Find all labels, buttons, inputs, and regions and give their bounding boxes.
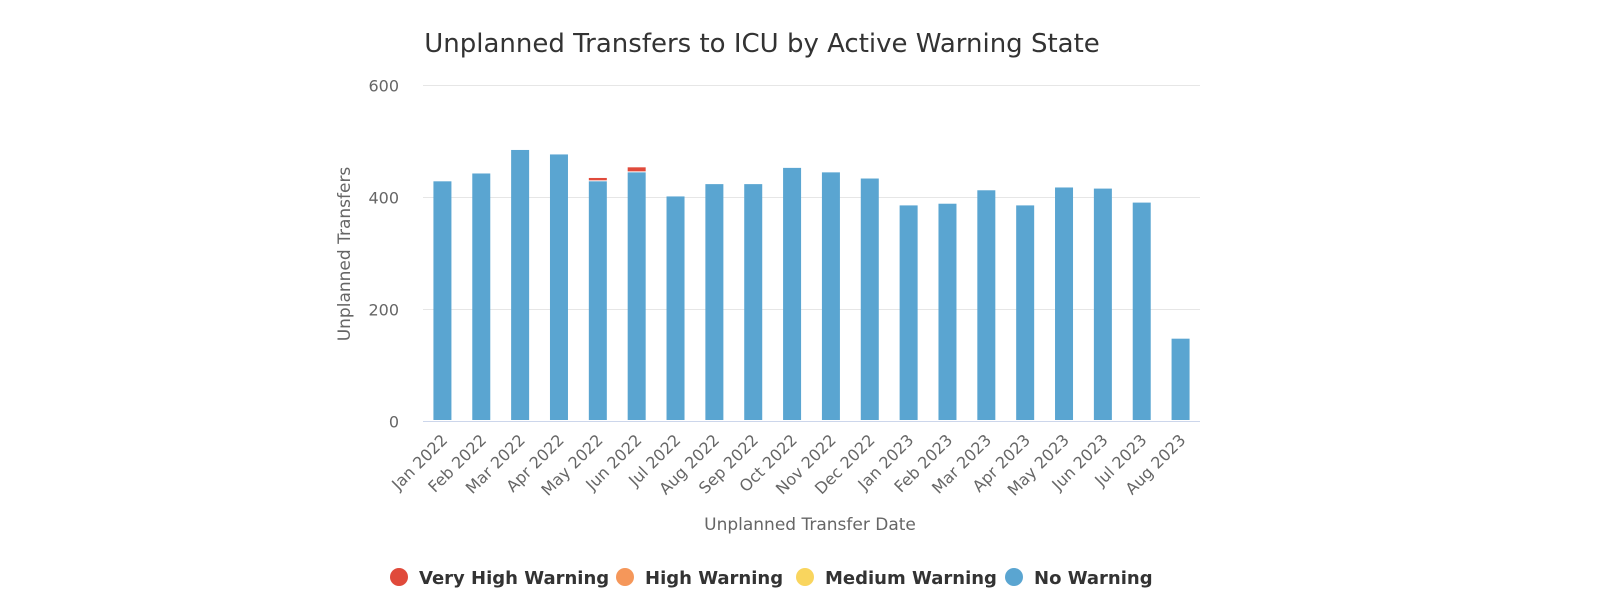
legend-label: Medium Warning	[825, 568, 997, 589]
bar-very-high-warning[interactable]	[627, 167, 646, 172]
bar-no-warning[interactable]	[783, 167, 802, 420]
chart-title: Unplanned Transfers to ICU by Active War…	[424, 29, 1100, 59]
legend-item[interactable]: High Warning	[616, 568, 783, 589]
bar-no-warning[interactable]	[666, 196, 685, 420]
legend-item[interactable]: No Warning	[1005, 568, 1153, 589]
bar-no-warning[interactable]	[1055, 187, 1074, 420]
bar-no-warning[interactable]	[860, 178, 879, 420]
legend-item[interactable]: Medium Warning	[796, 568, 997, 589]
bar-no-warning[interactable]	[588, 181, 607, 420]
legend-marker	[390, 568, 408, 586]
y-tick-label: 200	[368, 301, 399, 320]
bar-no-warning[interactable]	[433, 181, 452, 420]
y-axis-title: Unplanned Transfers	[335, 167, 355, 342]
bar-no-warning[interactable]	[821, 172, 840, 420]
bar-no-warning[interactable]	[511, 149, 530, 420]
bar-no-warning[interactable]	[549, 154, 568, 420]
y-tick-label: 600	[368, 77, 399, 96]
bar-no-warning[interactable]	[1016, 205, 1035, 420]
bars	[433, 149, 1190, 420]
bar-no-warning[interactable]	[1093, 188, 1112, 420]
legend-label: High Warning	[645, 568, 783, 589]
bar-no-warning[interactable]	[899, 205, 918, 420]
bar-no-warning[interactable]	[938, 203, 957, 420]
bar-no-warning[interactable]	[472, 173, 491, 420]
bar-no-warning[interactable]	[744, 184, 763, 420]
bar-very-high-warning[interactable]	[588, 177, 607, 181]
x-axis-title: Unplanned Transfer Date	[704, 515, 916, 535]
legend-marker	[616, 568, 634, 586]
bar-no-warning[interactable]	[1171, 338, 1190, 420]
bar-no-warning[interactable]	[705, 184, 724, 420]
grid-lines	[423, 85, 1200, 422]
legend: Very High Warning High Warning Medium Warn…	[390, 568, 1153, 589]
y-tick-label: 0	[389, 413, 399, 432]
legend-label: Very High Warning	[419, 568, 609, 589]
legend-marker	[796, 568, 814, 586]
bar-no-warning[interactable]	[1132, 202, 1151, 420]
y-tick-label: 400	[368, 189, 399, 208]
legend-item[interactable]: Very High Warning	[390, 568, 609, 589]
bar-no-warning[interactable]	[977, 190, 996, 420]
bar-no-warning[interactable]	[627, 172, 646, 420]
legend-marker	[1005, 568, 1023, 586]
y-tick-labels: 0 200 400 600	[368, 77, 399, 432]
legend-label: No Warning	[1034, 568, 1153, 589]
